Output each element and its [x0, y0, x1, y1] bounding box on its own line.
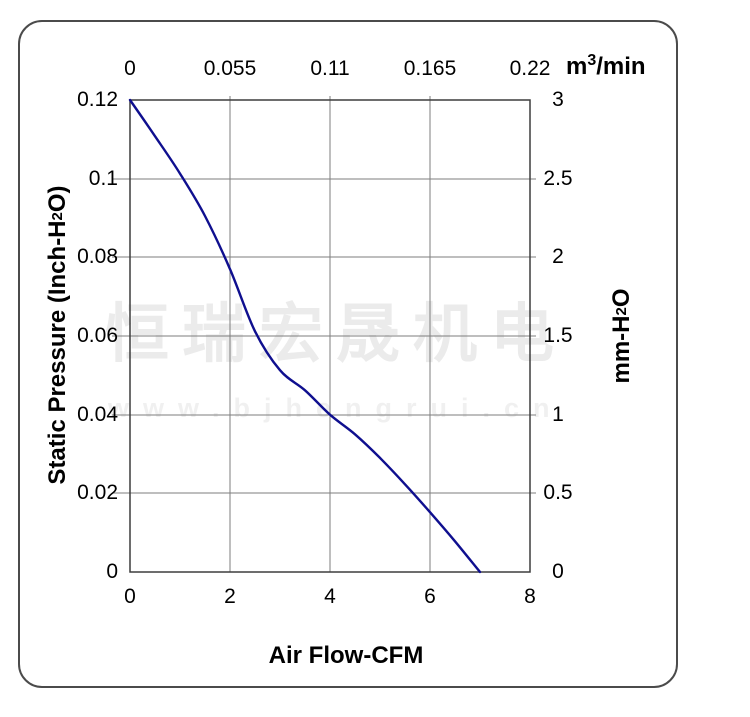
- x-bottom-tick-label: 6: [424, 585, 436, 608]
- top-axis-unit: m3/min: [566, 52, 646, 80]
- y-right-tick-label: 1.5: [543, 324, 573, 347]
- x-top-tick-label: 0.165: [403, 57, 457, 80]
- x-top-tick-label: 0.055: [203, 57, 257, 80]
- y-left-tick-label: 0.08: [77, 245, 118, 269]
- y-left-tick-label: 0.12: [77, 88, 118, 111]
- performance-curve: [128, 98, 482, 574]
- x-top-tick-label: 0: [124, 57, 136, 80]
- x-top-tick-label: 0.11: [310, 57, 350, 80]
- gridlines: [112, 96, 536, 572]
- x-bottom-tick-label: 0: [124, 585, 136, 608]
- x-bottom-tick-label: 2: [224, 585, 236, 608]
- right-axis-title: mm-H 2 O: [608, 288, 635, 384]
- y-left-tick-label: 0: [106, 560, 118, 583]
- y-right-tick-label: 3: [552, 88, 564, 111]
- x-bottom-tick-label: 8: [524, 585, 536, 608]
- y-left-tick-label: 0.02: [77, 481, 118, 505]
- y-right-tick-label: 0.5: [543, 481, 573, 505]
- y-left-tick-label: 0.04: [77, 402, 118, 426]
- plot-border: [129, 99, 531, 573]
- y-left-tick-label: 0.1: [88, 166, 118, 190]
- y-right-tick-label: 0: [552, 560, 564, 583]
- y-left-tick-label: 0.06: [77, 324, 118, 347]
- x-bottom-tick-label: 4: [324, 585, 336, 608]
- y-right-tick-label: 2.5: [543, 166, 573, 190]
- y-right-tick-label: 1: [552, 402, 564, 426]
- watermark-url-text: www.bjhengrui.cn: [108, 393, 564, 423]
- bottom-axis-title: Air Flow-CFM: [268, 642, 424, 669]
- x-top-tick-label: 0.22: [509, 57, 551, 80]
- y-right-tick-label: 2: [552, 245, 564, 269]
- chart-frame: [18, 20, 678, 688]
